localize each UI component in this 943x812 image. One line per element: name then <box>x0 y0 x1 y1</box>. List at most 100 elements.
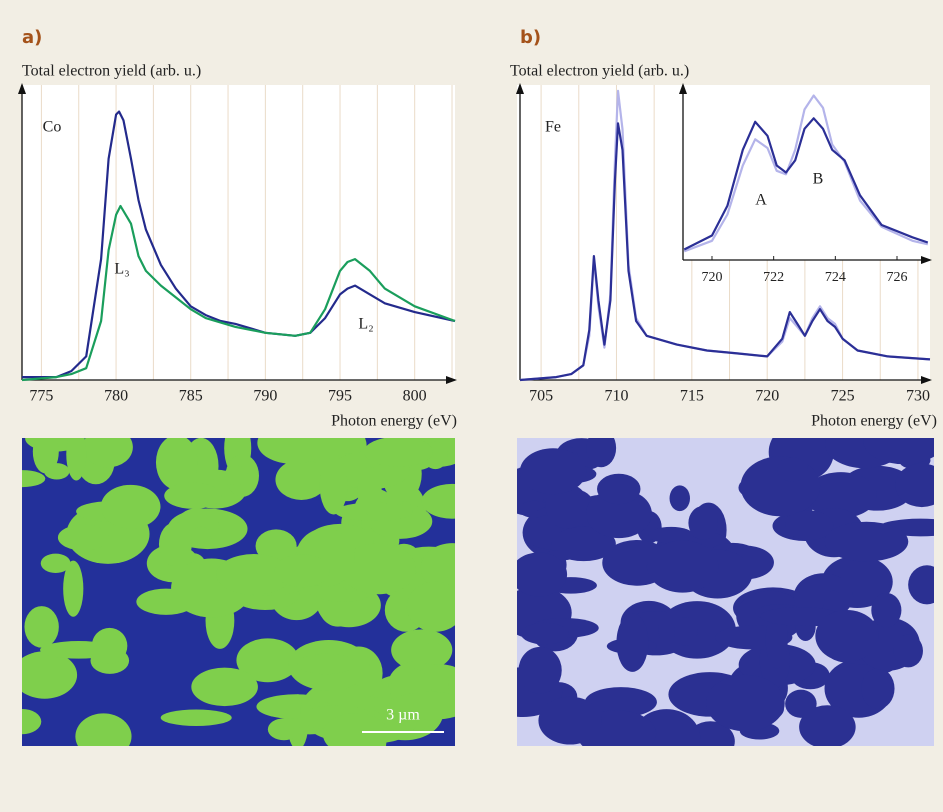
domain <box>322 713 389 746</box>
domain <box>216 554 292 595</box>
domain <box>871 592 902 628</box>
domain <box>815 609 879 662</box>
series-line <box>683 117 929 251</box>
x-tick-label: 710 <box>604 388 628 405</box>
domain <box>420 543 455 594</box>
domain <box>804 472 877 519</box>
domain <box>688 505 718 540</box>
domain <box>223 465 249 486</box>
inset-area <box>683 85 930 260</box>
domain <box>785 689 817 718</box>
domain <box>191 667 258 707</box>
y-axis-title: Total electron yield (arb. u.) <box>22 63 201 80</box>
series-line <box>519 122 931 382</box>
x-tick-label: 730 <box>906 388 930 405</box>
series-line <box>683 94 929 253</box>
domain <box>646 540 719 593</box>
domain <box>785 510 834 541</box>
domain <box>190 526 212 543</box>
annotation: B <box>813 171 824 188</box>
domain <box>673 617 698 646</box>
domain <box>586 438 617 468</box>
domain <box>824 521 909 562</box>
x-axis-arrow <box>921 256 932 264</box>
x-axis-title: Photon energy (eV) <box>331 413 457 430</box>
annotation: Fe <box>545 119 561 136</box>
scale-bar-label: 3 µm <box>386 707 420 724</box>
domain <box>551 526 616 562</box>
domain <box>22 708 42 735</box>
domain <box>416 642 448 665</box>
domain <box>75 713 132 746</box>
x-tick-label: 726 <box>887 270 908 285</box>
domain <box>357 466 382 515</box>
plot-area <box>22 85 455 380</box>
domain <box>63 560 84 617</box>
domain <box>584 687 657 718</box>
x-tick-label: 705 <box>529 388 553 405</box>
domain <box>24 606 59 648</box>
x-tick-label: 725 <box>831 388 855 405</box>
x-axis-arrow <box>446 376 457 384</box>
annotation: L₂ <box>358 316 373 333</box>
annotation: A <box>755 192 767 209</box>
x-tick-label: 715 <box>680 388 704 405</box>
domain <box>267 718 301 741</box>
domain <box>799 705 856 746</box>
x-tick-label: 785 <box>179 388 203 405</box>
y-axis-arrow <box>679 83 687 94</box>
domain <box>616 613 649 672</box>
domain <box>597 473 641 505</box>
domain <box>406 581 455 632</box>
domain <box>895 463 934 508</box>
annotation: Co <box>43 119 62 136</box>
x-tick-label: 775 <box>29 388 53 405</box>
panel-label: a) <box>22 27 42 48</box>
domain <box>100 484 161 529</box>
y-axis-title: Total electron yield (arb. u.) <box>510 63 689 80</box>
panel-label: b) <box>520 27 541 48</box>
x-tick-label: 790 <box>253 388 277 405</box>
domain <box>765 611 788 669</box>
series-line <box>22 110 456 379</box>
domain <box>908 565 934 605</box>
domains <box>22 438 455 746</box>
domain <box>275 459 328 500</box>
x-axis-title: Photon energy (eV) <box>811 413 937 430</box>
domain <box>363 438 434 467</box>
x-tick-label: 795 <box>328 388 352 405</box>
annotation: L₃ <box>114 261 129 278</box>
domain <box>297 653 356 675</box>
domain <box>155 438 198 490</box>
domain <box>32 438 59 474</box>
domain <box>57 524 109 551</box>
domain <box>340 543 417 595</box>
domain <box>91 627 128 664</box>
x-tick-label: 780 <box>104 388 128 405</box>
domain <box>648 526 694 544</box>
domain <box>586 489 652 539</box>
x-axis-arrow <box>921 376 932 384</box>
domain <box>255 529 297 563</box>
domains <box>517 438 934 746</box>
domain <box>517 552 568 597</box>
plots: 775 780 785 790 795 800 Co L₃ L₂ a) Total electron… <box>18 27 937 430</box>
domain <box>164 482 222 509</box>
domain <box>777 457 809 482</box>
domain <box>518 646 562 694</box>
x-tick-label: 720 <box>701 270 722 285</box>
domain <box>538 696 602 745</box>
x-tick-label: 722 <box>763 270 784 285</box>
domain <box>421 483 455 519</box>
domain <box>519 448 587 495</box>
domain <box>158 522 192 567</box>
domain <box>236 638 299 683</box>
y-axis-arrow <box>516 83 524 94</box>
domain <box>520 622 569 645</box>
domain <box>22 470 46 488</box>
x-tick-label: 720 <box>755 388 779 405</box>
domain <box>861 668 895 709</box>
domain <box>706 674 785 732</box>
domain <box>66 438 87 481</box>
x-tick-label: 724 <box>825 270 846 285</box>
